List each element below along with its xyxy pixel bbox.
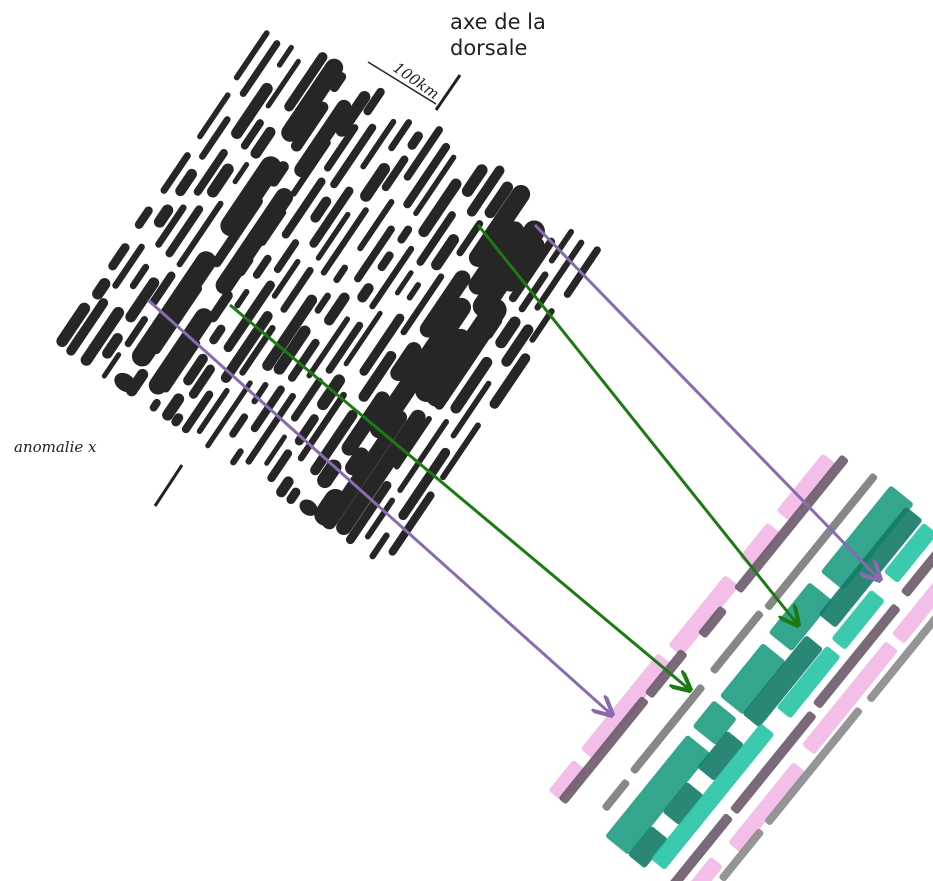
- anomaly-stripes: [53, 14, 611, 571]
- stripe-blob: [148, 397, 162, 413]
- stripe-blob: [332, 263, 349, 284]
- stripe-blob: [601, 778, 630, 812]
- arrow: [478, 225, 798, 625]
- arrow: [535, 225, 880, 580]
- stripe-blob: [229, 447, 245, 467]
- stripe-blob: [232, 161, 251, 185]
- stripe-blob: [133, 205, 154, 231]
- stripe-blob: [406, 130, 425, 152]
- anomaly-label: anomalie x: [14, 438, 97, 456]
- stripe-blob: [406, 281, 423, 302]
- stripe-blob: [196, 91, 232, 140]
- stripe-blob: [251, 253, 273, 280]
- stripe-blob: [668, 575, 739, 657]
- stripe-blob: [558, 696, 649, 805]
- stripe-blob: [396, 224, 414, 245]
- stripe-blob: [228, 412, 250, 439]
- stripe-blob: [528, 307, 556, 344]
- diagram: axe de ladorsale 100km anomalie x: [0, 0, 933, 881]
- stripe-blob: [764, 706, 863, 826]
- axis-label-line: axe de la: [450, 10, 546, 34]
- stripe-blob: [272, 238, 300, 275]
- stripe-blob: [90, 276, 113, 302]
- stripe-blob: [233, 288, 250, 310]
- colored-stripes: [547, 433, 933, 881]
- ridge-axis: [155, 465, 182, 506]
- stripe-blob: [356, 198, 395, 253]
- arrow: [148, 300, 612, 715]
- stripe-blob: [276, 44, 295, 69]
- axis-label-line: dorsale: [450, 36, 527, 60]
- stripe-blob: [208, 323, 228, 346]
